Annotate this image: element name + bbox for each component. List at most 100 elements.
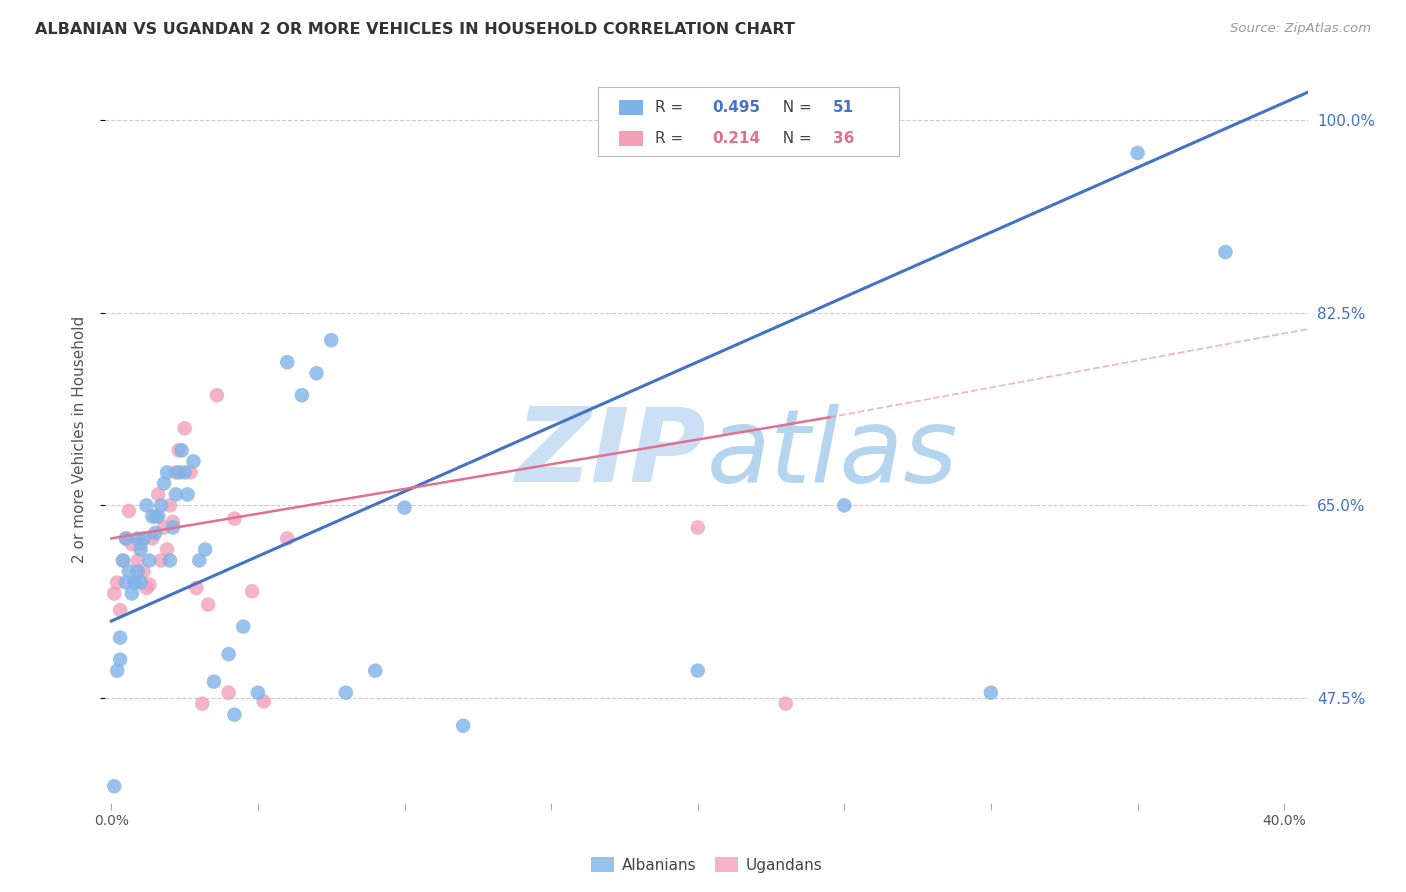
Text: 0.214: 0.214 — [713, 131, 761, 146]
Point — [232, 619, 254, 633]
FancyBboxPatch shape — [599, 87, 898, 156]
Point — [218, 647, 240, 661]
Point — [115, 532, 138, 546]
Point — [1215, 245, 1237, 260]
Point — [1126, 145, 1149, 160]
Point — [115, 532, 138, 546]
Text: ALBANIAN VS UGANDAN 2 OR MORE VEHICLES IN HOUSEHOLD CORRELATION CHART: ALBANIAN VS UGANDAN 2 OR MORE VEHICLES I… — [35, 22, 794, 37]
Text: ZIP: ZIP — [516, 403, 707, 504]
Point — [124, 575, 146, 590]
Point — [170, 443, 193, 458]
Point — [162, 515, 184, 529]
Point — [335, 686, 357, 700]
Point — [153, 520, 176, 534]
Point — [148, 509, 170, 524]
Point — [132, 565, 155, 579]
Point — [127, 553, 149, 567]
Point — [129, 542, 152, 557]
Point — [105, 575, 128, 590]
Point — [224, 707, 246, 722]
Point — [167, 443, 190, 458]
Legend: Albanians, Ugandans: Albanians, Ugandans — [585, 851, 828, 879]
Point — [686, 520, 709, 534]
Point — [980, 686, 1002, 700]
Point — [167, 466, 190, 480]
Point — [148, 487, 170, 501]
Point — [127, 565, 149, 579]
Point — [103, 586, 125, 600]
Point — [138, 553, 160, 567]
Text: R =: R = — [655, 100, 693, 115]
Point — [143, 509, 166, 524]
Point — [143, 525, 166, 540]
Point — [253, 694, 276, 708]
Text: 0.495: 0.495 — [713, 100, 761, 115]
Point — [197, 598, 219, 612]
Point — [218, 686, 240, 700]
Point — [194, 542, 217, 557]
Point — [129, 537, 152, 551]
Point — [159, 553, 181, 567]
Text: N =: N = — [773, 100, 817, 115]
Point — [135, 581, 157, 595]
Point — [173, 466, 195, 480]
Point — [121, 586, 143, 600]
Point — [112, 553, 135, 567]
Point — [176, 487, 198, 501]
Point — [162, 520, 184, 534]
Point — [156, 466, 179, 480]
Point — [224, 511, 246, 525]
Point — [183, 454, 205, 468]
Text: N =: N = — [773, 131, 817, 146]
Point — [834, 499, 856, 513]
Point — [150, 499, 173, 513]
Point — [121, 537, 143, 551]
Y-axis label: 2 or more Vehicles in Household: 2 or more Vehicles in Household — [72, 316, 87, 563]
Point — [108, 603, 131, 617]
Point — [246, 686, 269, 700]
Point — [108, 652, 131, 666]
Point — [202, 674, 225, 689]
Point — [150, 553, 173, 567]
Point — [159, 499, 181, 513]
Point — [115, 575, 138, 590]
Point — [364, 664, 387, 678]
Point — [105, 664, 128, 678]
Point — [173, 421, 195, 435]
Point — [108, 631, 131, 645]
Point — [112, 553, 135, 567]
Point — [321, 333, 343, 347]
FancyBboxPatch shape — [619, 101, 643, 115]
Point — [118, 565, 141, 579]
Text: R =: R = — [655, 131, 693, 146]
Point — [276, 532, 298, 546]
Point — [240, 584, 263, 599]
Point — [276, 355, 298, 369]
Point — [394, 500, 416, 515]
Point — [205, 388, 228, 402]
Point — [165, 466, 187, 480]
Text: 36: 36 — [832, 131, 853, 146]
Point — [127, 532, 149, 546]
Point — [191, 697, 214, 711]
Point — [686, 664, 709, 678]
Point — [188, 553, 211, 567]
Point — [179, 466, 201, 480]
Point — [138, 578, 160, 592]
Point — [775, 697, 797, 711]
Text: atlas: atlas — [707, 404, 957, 504]
Point — [132, 532, 155, 546]
Point — [291, 388, 314, 402]
FancyBboxPatch shape — [619, 131, 643, 145]
Point — [156, 542, 179, 557]
Text: Source: ZipAtlas.com: Source: ZipAtlas.com — [1230, 22, 1371, 36]
Point — [129, 575, 152, 590]
Point — [103, 779, 125, 793]
Point — [118, 504, 141, 518]
Text: 51: 51 — [832, 100, 853, 115]
Point — [165, 487, 187, 501]
Point — [186, 581, 208, 595]
Point — [135, 499, 157, 513]
Point — [153, 476, 176, 491]
Point — [124, 575, 146, 590]
